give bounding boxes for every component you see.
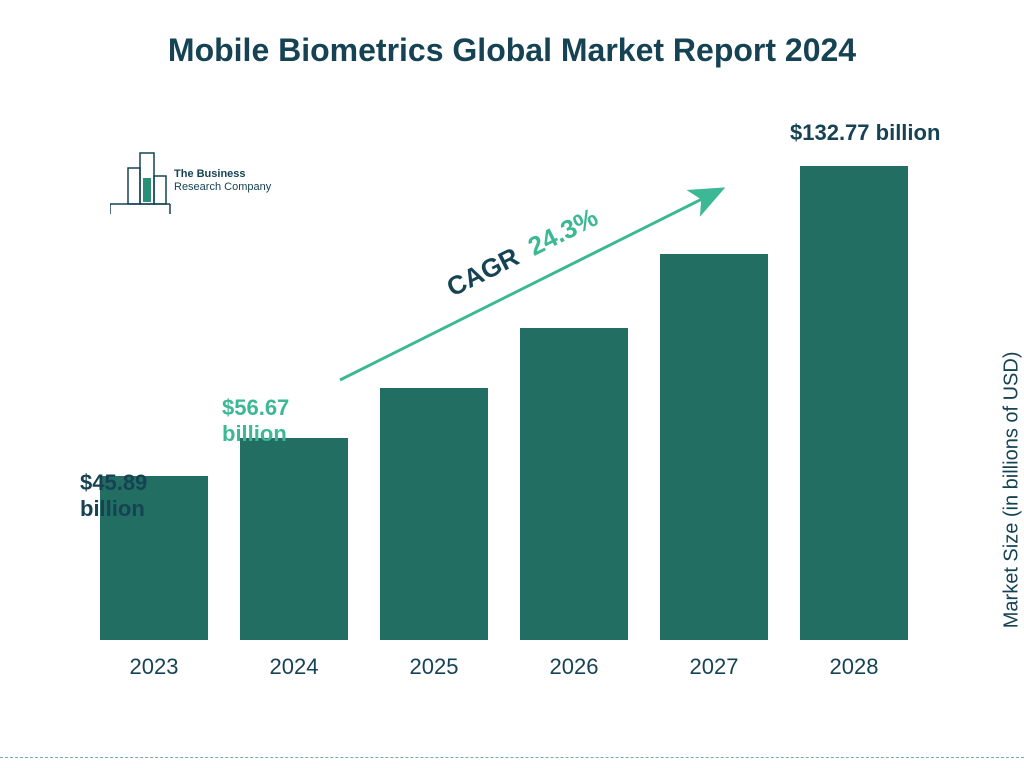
bar — [380, 388, 488, 640]
bar — [660, 254, 768, 640]
value-label: $56.67billion — [222, 395, 289, 448]
x-axis-label: 2028 — [800, 654, 908, 680]
x-axis-label: 2024 — [240, 654, 348, 680]
value-label: $45.89billion — [80, 470, 147, 523]
bottom-divider — [0, 757, 1024, 758]
value-label: $132.77 billion — [790, 120, 940, 146]
bar — [520, 328, 628, 641]
x-axis-label: 2026 — [520, 654, 628, 680]
x-axis-label: 2027 — [660, 654, 768, 680]
bar — [240, 438, 348, 640]
y-axis-label: Market Size (in billions of USD) — [1001, 352, 1024, 629]
x-axis-label: 2025 — [380, 654, 488, 680]
x-axis-label: 2023 — [100, 654, 208, 680]
chart-title: Mobile Biometrics Global Market Report 2… — [0, 30, 1024, 70]
bar — [800, 166, 908, 640]
